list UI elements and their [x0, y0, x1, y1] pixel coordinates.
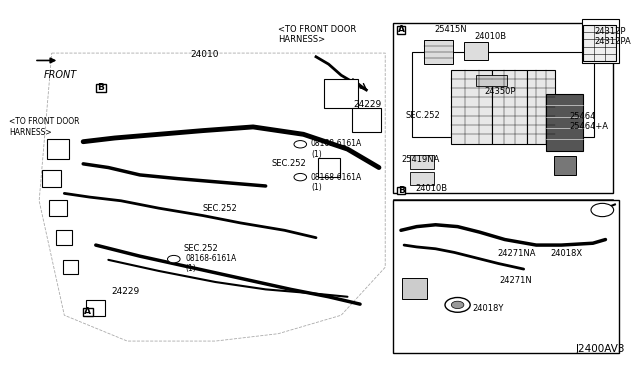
Bar — [47, 139, 69, 159]
Circle shape — [451, 301, 464, 309]
Text: 24010B: 24010B — [415, 185, 447, 193]
Bar — [492, 70, 527, 144]
Text: 25415N: 25415N — [435, 25, 467, 33]
Text: FRONT: FRONT — [44, 70, 77, 80]
Circle shape — [294, 173, 307, 181]
Bar — [412, 52, 594, 137]
Text: 25464
25464+A: 25464 25464+A — [569, 112, 608, 131]
Text: 08168-6161A
(1): 08168-6161A (1) — [311, 140, 362, 159]
Text: 24018Y: 24018Y — [472, 304, 504, 313]
Text: B: B — [97, 83, 104, 92]
Text: 24010B: 24010B — [475, 32, 507, 41]
Bar — [410, 155, 434, 169]
Bar — [583, 25, 616, 61]
Bar — [49, 200, 67, 216]
Bar — [352, 108, 381, 132]
Text: <TO FRONT DOOR
HARNESS>: <TO FRONT DOOR HARNESS> — [278, 25, 356, 44]
Bar — [317, 158, 340, 177]
Circle shape — [294, 141, 307, 148]
Bar — [56, 230, 72, 245]
Bar — [476, 75, 507, 86]
Bar — [582, 19, 620, 63]
Text: 24271N: 24271N — [500, 276, 532, 285]
Bar — [42, 170, 61, 187]
Bar — [401, 278, 427, 299]
Text: 24229: 24229 — [111, 287, 140, 296]
Bar — [546, 94, 584, 151]
Bar — [397, 26, 405, 33]
Text: J2400AV3: J2400AV3 — [575, 344, 625, 354]
Text: 08168-6161A
(1): 08168-6161A (1) — [185, 254, 236, 273]
Text: 08168-6161A
(1): 08168-6161A (1) — [311, 173, 362, 192]
Bar — [96, 84, 106, 92]
Text: 24312P
24312PA: 24312P 24312PA — [594, 27, 631, 46]
Text: B: B — [398, 186, 404, 195]
Text: 24010: 24010 — [190, 51, 219, 60]
Bar — [83, 308, 93, 316]
Bar — [86, 299, 105, 316]
Text: 24271NA: 24271NA — [497, 249, 536, 258]
Text: <TO FRONT DOOR
HARNESS>: <TO FRONT DOOR HARNESS> — [9, 117, 79, 137]
Bar — [464, 42, 488, 61]
Text: 24350P: 24350P — [484, 87, 516, 96]
Text: SEC.252: SEC.252 — [272, 159, 307, 169]
Bar — [554, 157, 576, 175]
Text: 25419NA: 25419NA — [401, 155, 440, 164]
Text: SEC.252: SEC.252 — [406, 111, 441, 121]
Bar — [424, 40, 452, 64]
Circle shape — [445, 298, 470, 312]
Text: 24018X: 24018X — [550, 249, 582, 258]
Bar — [324, 79, 358, 109]
Text: SEC.252: SEC.252 — [203, 203, 237, 213]
Bar — [393, 200, 620, 353]
Bar — [393, 23, 613, 193]
Text: 24229: 24229 — [354, 100, 382, 109]
Text: A: A — [398, 25, 404, 34]
Circle shape — [168, 256, 180, 263]
Circle shape — [591, 203, 614, 217]
Bar — [527, 70, 555, 144]
Text: SEC.252: SEC.252 — [184, 244, 219, 253]
Text: A: A — [84, 307, 91, 317]
Bar — [451, 70, 492, 144]
Bar — [63, 260, 79, 274]
Bar — [397, 187, 405, 194]
Bar — [410, 172, 434, 185]
